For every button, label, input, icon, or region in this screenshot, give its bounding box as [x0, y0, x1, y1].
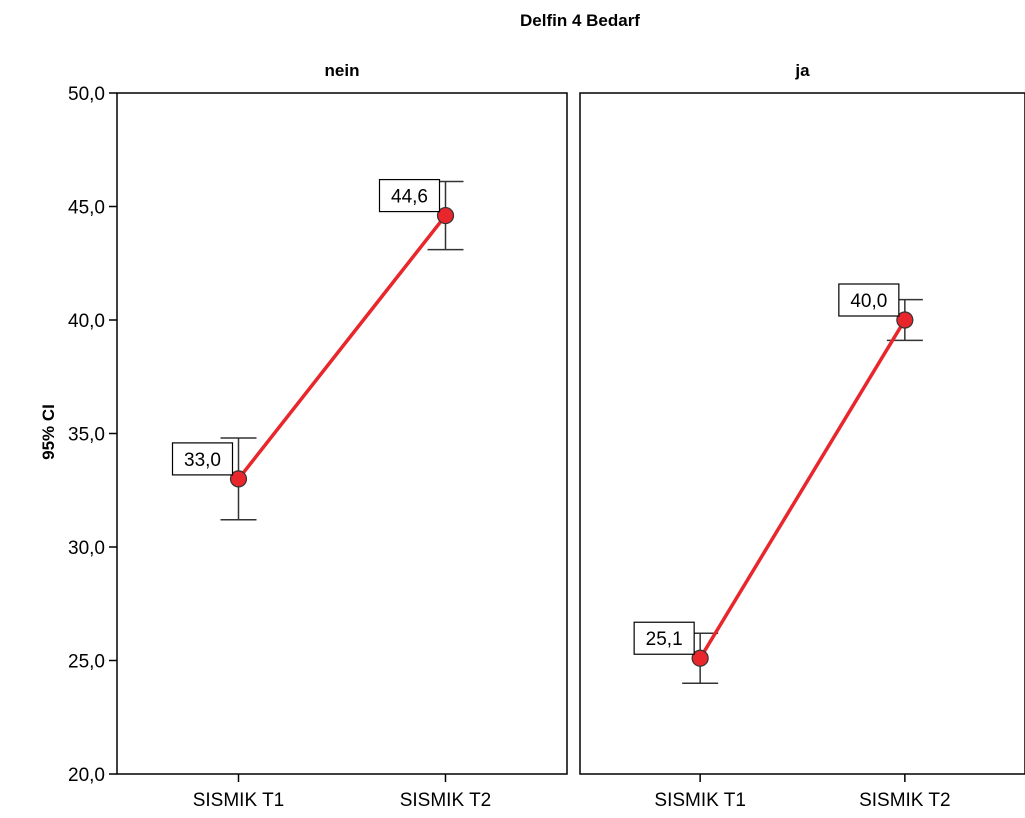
chart-marks: 20,0 25,0 30,0 35,0 40,0 45,0 50,0 nein SISMIK T… — [68, 61, 1025, 811]
data-label: 25,1 — [646, 629, 683, 650]
panel-title-nein: nein — [325, 61, 360, 80]
y-tick-label: 35,0 — [68, 425, 105, 446]
data-point — [436, 206, 455, 225]
data-label: 44,6 — [391, 187, 428, 208]
panel-frame-ja — [579, 92, 1025, 775]
data-label-box — [171, 442, 234, 476]
data-point — [896, 311, 914, 329]
data-label: 33,0 — [184, 450, 221, 471]
data-label: 40,0 — [850, 291, 887, 312]
chart-title: Delfin 4 Bedarf — [520, 11, 640, 30]
series-line-nein — [237, 214, 447, 480]
y-tick-label: 20,0 — [68, 765, 105, 786]
x-tick-label: SISMIK T2 — [400, 790, 492, 811]
y-tick-label: 25,0 — [68, 652, 105, 673]
data-label-box — [378, 178, 441, 213]
data-point — [229, 470, 248, 488]
y-tick-label: 45,0 — [68, 198, 105, 219]
y-tick-label: 40,0 — [68, 311, 105, 332]
y-axis-label: 95% CI — [39, 404, 58, 460]
panel-title-ja: ja — [794, 61, 810, 80]
panel-frame-nein — [116, 92, 568, 775]
y-tick-label: 50,0 — [68, 84, 105, 105]
x-tick-label: SISMIK T1 — [193, 790, 285, 811]
y-tick-label: 30,0 — [68, 538, 105, 559]
x-tick-label: SISMIK T2 — [859, 790, 951, 811]
data-point — [691, 649, 709, 667]
data-label-box — [633, 621, 695, 655]
series-line-ja — [698, 319, 907, 660]
x-tick-label: SISMIK T1 — [654, 790, 746, 811]
data-label-box — [838, 283, 900, 317]
